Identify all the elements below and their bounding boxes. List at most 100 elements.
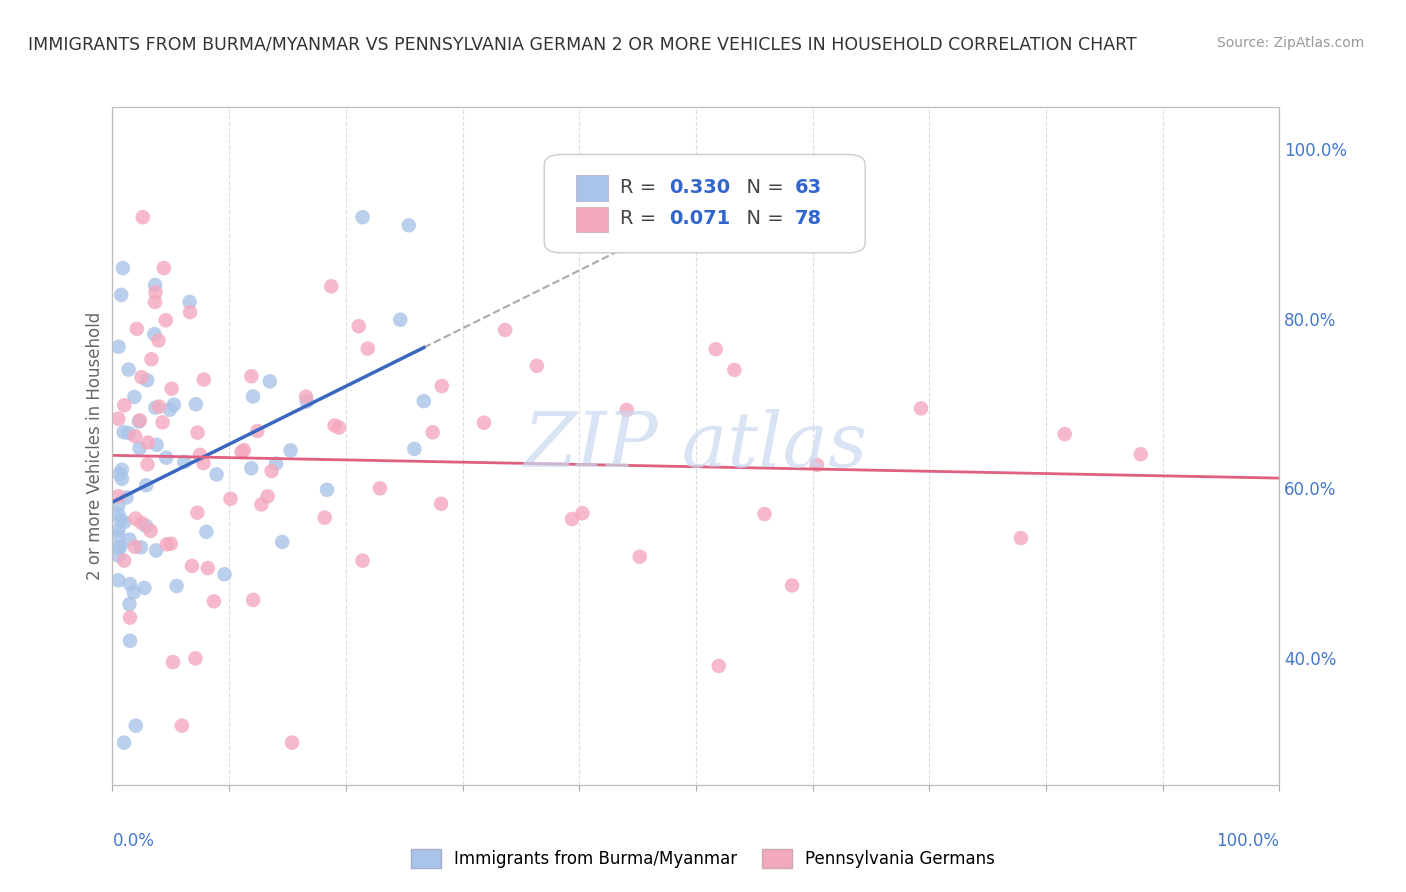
Point bbox=[232, 443, 254, 458]
Point bbox=[219, 491, 242, 506]
Point bbox=[412, 394, 434, 409]
Point bbox=[314, 510, 336, 524]
Point bbox=[145, 438, 167, 452]
Point bbox=[128, 441, 150, 455]
Point bbox=[118, 597, 141, 611]
Point bbox=[240, 369, 263, 384]
Point bbox=[107, 574, 129, 588]
Point bbox=[295, 390, 318, 404]
Point bbox=[184, 397, 207, 411]
Point bbox=[910, 401, 932, 416]
Point bbox=[122, 585, 145, 599]
Point bbox=[107, 411, 129, 425]
Text: 0.071: 0.071 bbox=[669, 210, 730, 228]
Point bbox=[118, 577, 141, 591]
Point bbox=[155, 450, 177, 465]
Point bbox=[246, 424, 269, 438]
Point bbox=[526, 359, 548, 373]
Point bbox=[160, 382, 183, 396]
Point bbox=[148, 334, 170, 348]
Point bbox=[131, 370, 153, 384]
Point bbox=[260, 464, 283, 478]
Point bbox=[357, 342, 380, 356]
Point bbox=[347, 319, 370, 334]
Point bbox=[179, 305, 201, 319]
Point bbox=[323, 418, 346, 433]
Point bbox=[111, 463, 134, 477]
Point bbox=[242, 390, 264, 404]
Point bbox=[271, 535, 294, 549]
Text: ZIP atlas: ZIP atlas bbox=[524, 409, 868, 483]
Point bbox=[112, 554, 135, 568]
Point bbox=[135, 478, 157, 492]
Point bbox=[422, 425, 444, 440]
Legend: Immigrants from Burma/Myanmar, Pennsylvania Germans: Immigrants from Burma/Myanmar, Pennsylva… bbox=[404, 842, 1002, 875]
Point bbox=[118, 533, 141, 547]
Point bbox=[352, 211, 374, 225]
Point bbox=[404, 442, 426, 456]
Point bbox=[250, 497, 273, 511]
Point bbox=[136, 373, 159, 387]
Point bbox=[107, 549, 129, 563]
Text: N =: N = bbox=[734, 178, 790, 196]
Point bbox=[110, 540, 132, 554]
Point bbox=[295, 394, 318, 409]
FancyBboxPatch shape bbox=[576, 175, 609, 201]
Point bbox=[264, 457, 287, 471]
Point bbox=[135, 519, 157, 533]
Point bbox=[107, 489, 129, 503]
Point bbox=[628, 549, 651, 564]
Point bbox=[112, 425, 135, 439]
Point bbox=[494, 323, 516, 337]
Text: 0.0%: 0.0% bbox=[112, 831, 155, 849]
Point bbox=[472, 416, 495, 430]
Point bbox=[118, 633, 141, 648]
Point bbox=[117, 362, 139, 376]
Point bbox=[155, 313, 177, 327]
Point bbox=[256, 489, 278, 503]
Point bbox=[131, 516, 153, 530]
Point bbox=[110, 288, 132, 302]
Point bbox=[111, 260, 134, 275]
Point bbox=[125, 719, 148, 733]
Point bbox=[162, 655, 184, 669]
Point bbox=[1010, 531, 1032, 545]
Point bbox=[145, 401, 167, 415]
Text: 63: 63 bbox=[796, 178, 823, 196]
Point bbox=[108, 467, 131, 481]
Point bbox=[173, 455, 195, 469]
Point bbox=[107, 499, 129, 513]
Point bbox=[280, 443, 302, 458]
Text: Source: ZipAtlas.com: Source: ZipAtlas.com bbox=[1216, 36, 1364, 50]
Point bbox=[368, 481, 391, 495]
Point bbox=[181, 558, 204, 573]
Text: IMMIGRANTS FROM BURMA/MYANMAR VS PENNSYLVANIA GERMAN 2 OR MORE VEHICLES IN HOUSE: IMMIGRANTS FROM BURMA/MYANMAR VS PENNSYL… bbox=[28, 36, 1137, 54]
Point bbox=[195, 524, 218, 539]
Point bbox=[110, 513, 132, 527]
Point bbox=[259, 374, 281, 388]
Point bbox=[153, 260, 176, 275]
Point bbox=[197, 561, 219, 575]
Point bbox=[160, 537, 183, 551]
Point bbox=[170, 719, 193, 733]
Point bbox=[163, 398, 186, 412]
Point bbox=[107, 540, 129, 554]
Point bbox=[107, 340, 129, 354]
Point bbox=[107, 507, 129, 521]
Point bbox=[136, 435, 159, 450]
Point bbox=[188, 448, 211, 462]
Text: R =: R = bbox=[620, 210, 662, 228]
Text: 0.330: 0.330 bbox=[669, 178, 730, 196]
Point bbox=[1129, 447, 1152, 461]
Point bbox=[179, 294, 201, 310]
Point bbox=[112, 735, 135, 749]
Point bbox=[186, 506, 208, 520]
Point bbox=[187, 425, 209, 440]
Point bbox=[806, 458, 828, 472]
Point bbox=[136, 458, 159, 472]
Point bbox=[112, 398, 135, 412]
Point bbox=[145, 285, 167, 300]
Point bbox=[124, 540, 146, 554]
Point bbox=[202, 594, 225, 608]
Point bbox=[321, 279, 343, 293]
